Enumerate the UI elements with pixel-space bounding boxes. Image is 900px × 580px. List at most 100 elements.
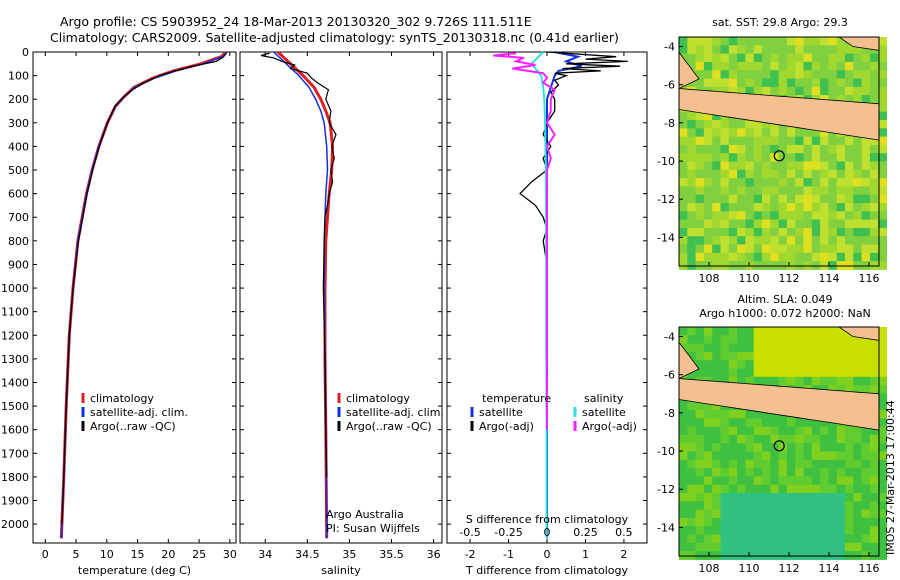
map-cell bbox=[861, 203, 871, 212]
map-cell bbox=[786, 153, 796, 162]
map-cell bbox=[720, 327, 730, 336]
map-cell bbox=[861, 443, 871, 452]
map-cell bbox=[728, 484, 738, 494]
map-cell bbox=[869, 211, 879, 221]
map-cell bbox=[836, 451, 846, 461]
map-cell bbox=[878, 526, 887, 535]
map-x-tick-label: 110 bbox=[739, 562, 760, 575]
map-cell bbox=[703, 360, 713, 369]
map-cell bbox=[720, 501, 730, 511]
map-cell bbox=[728, 376, 738, 386]
map-cell bbox=[836, 376, 846, 386]
map-cell bbox=[745, 169, 755, 179]
map-cell bbox=[679, 434, 688, 444]
map-cell bbox=[836, 161, 846, 171]
map-cell bbox=[753, 327, 763, 336]
map-cell bbox=[878, 186, 887, 196]
map-cell bbox=[869, 509, 879, 519]
map-cell bbox=[836, 443, 846, 452]
map-cell bbox=[803, 418, 813, 428]
map-cell bbox=[712, 211, 721, 221]
map-cell bbox=[778, 161, 788, 171]
map-cell bbox=[845, 526, 854, 535]
map-cell bbox=[853, 509, 863, 519]
map-cell bbox=[703, 211, 713, 221]
map-cell bbox=[703, 153, 713, 162]
map-cell bbox=[878, 236, 887, 245]
map-cell bbox=[786, 360, 796, 369]
map-cell bbox=[728, 144, 738, 154]
map-cell bbox=[861, 343, 871, 353]
map-cell bbox=[828, 227, 838, 237]
map-y-tick-label: -4 bbox=[664, 41, 675, 54]
map-cell bbox=[778, 376, 788, 386]
map-title-sla: Altim. SLA: 0.049 bbox=[737, 293, 832, 306]
map-cell bbox=[811, 219, 821, 229]
map-cell bbox=[703, 120, 713, 129]
map-cell bbox=[762, 476, 771, 486]
map-cell bbox=[878, 261, 887, 270]
map-cell bbox=[786, 211, 796, 221]
map-cell bbox=[795, 517, 804, 527]
map-cell bbox=[828, 335, 838, 345]
map-cell bbox=[836, 335, 846, 345]
map-cell bbox=[795, 37, 804, 46]
map-cell bbox=[762, 327, 771, 336]
map-cell bbox=[778, 61, 788, 71]
map-cell bbox=[762, 153, 771, 162]
map-cell bbox=[811, 443, 821, 452]
map-cell bbox=[753, 211, 763, 221]
map-cell bbox=[869, 534, 879, 544]
map-cell bbox=[687, 410, 697, 419]
map-cell bbox=[853, 153, 863, 162]
map-y-tick-label: -8 bbox=[664, 407, 675, 420]
map-cell bbox=[737, 61, 746, 71]
map-cell bbox=[828, 451, 838, 461]
map-cell bbox=[803, 327, 813, 336]
map-cell bbox=[861, 493, 871, 502]
map-cell bbox=[720, 434, 730, 444]
map-cell bbox=[745, 351, 755, 361]
map-cell bbox=[803, 376, 813, 386]
map-cell bbox=[720, 153, 730, 162]
map-cell bbox=[770, 343, 780, 353]
map-y-tick-label: -6 bbox=[664, 79, 675, 92]
map-cell bbox=[878, 120, 887, 129]
map-cell bbox=[820, 509, 829, 519]
map-cell bbox=[795, 186, 804, 196]
map-cell bbox=[737, 45, 746, 55]
map-cell bbox=[836, 86, 846, 96]
map-cell bbox=[712, 252, 721, 262]
map-cell bbox=[778, 426, 788, 436]
map-cell bbox=[712, 53, 721, 63]
x-tick-label: 35.5 bbox=[379, 548, 404, 561]
map-cell bbox=[687, 443, 697, 452]
map-cell bbox=[803, 136, 813, 146]
map-cell bbox=[803, 78, 813, 88]
map-cell bbox=[687, 401, 697, 411]
map-cell bbox=[745, 493, 755, 502]
map-cell bbox=[703, 401, 713, 411]
map-cell bbox=[853, 351, 863, 361]
map-cell bbox=[853, 61, 863, 71]
map-cell bbox=[836, 244, 846, 254]
map-cell bbox=[679, 153, 688, 162]
map-cell bbox=[845, 86, 854, 96]
map-cell bbox=[853, 78, 863, 88]
map-cell bbox=[861, 526, 871, 535]
map-cell bbox=[737, 376, 746, 386]
map-cell bbox=[869, 236, 879, 245]
map-cell bbox=[861, 426, 871, 436]
map-cell bbox=[811, 153, 821, 162]
map-cell bbox=[853, 526, 863, 535]
map-cell bbox=[869, 169, 879, 179]
map-cell bbox=[753, 534, 763, 544]
map-frame-1 bbox=[678, 326, 880, 557]
panel-frame-0 bbox=[32, 51, 237, 544]
map-cell bbox=[853, 376, 863, 386]
map-cell bbox=[753, 186, 763, 196]
map-cell bbox=[869, 451, 879, 461]
map-cell bbox=[811, 476, 821, 486]
map-cell bbox=[828, 203, 838, 212]
map-cell bbox=[786, 78, 796, 88]
